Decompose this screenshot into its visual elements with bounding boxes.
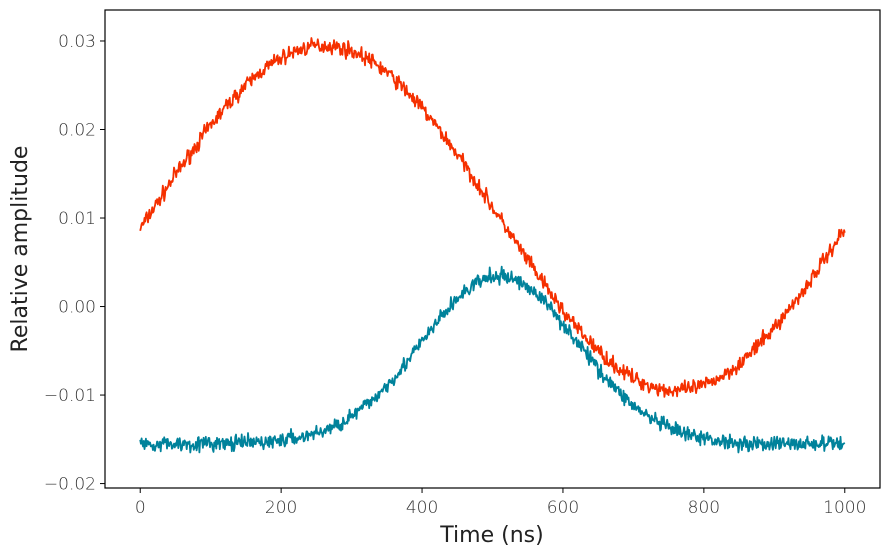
y-axis-label: Relative amplitude [8, 146, 33, 353]
plot-frame [104, 9, 881, 489]
y-tick-label: 0.00 [58, 298, 96, 318]
y-axis: 0.03 0.02 0.01 0.00 −0.01 −0.02 [44, 32, 105, 495]
y-tick-label: 0.03 [58, 32, 96, 52]
series-line-1 [139, 37, 846, 398]
y-tick-label: −0.01 [44, 386, 96, 406]
x-tick-label: 600 [547, 498, 579, 518]
series-layer [139, 37, 846, 454]
y-tick-label: 0.02 [58, 121, 96, 141]
series-line-2 [139, 265, 846, 454]
x-tick-label: 1000 [823, 498, 866, 518]
x-axis-label: Time (ns) [439, 523, 543, 548]
x-tick-label: 0 [135, 498, 146, 518]
y-tick-label: 0.01 [58, 209, 96, 229]
x-tick-label: 200 [265, 498, 297, 518]
y-tick-label: −0.02 [44, 475, 96, 495]
x-tick-label: 800 [688, 498, 720, 518]
x-axis: 0 200 400 600 800 1000 [135, 488, 866, 518]
x-tick-label: 400 [406, 498, 438, 518]
